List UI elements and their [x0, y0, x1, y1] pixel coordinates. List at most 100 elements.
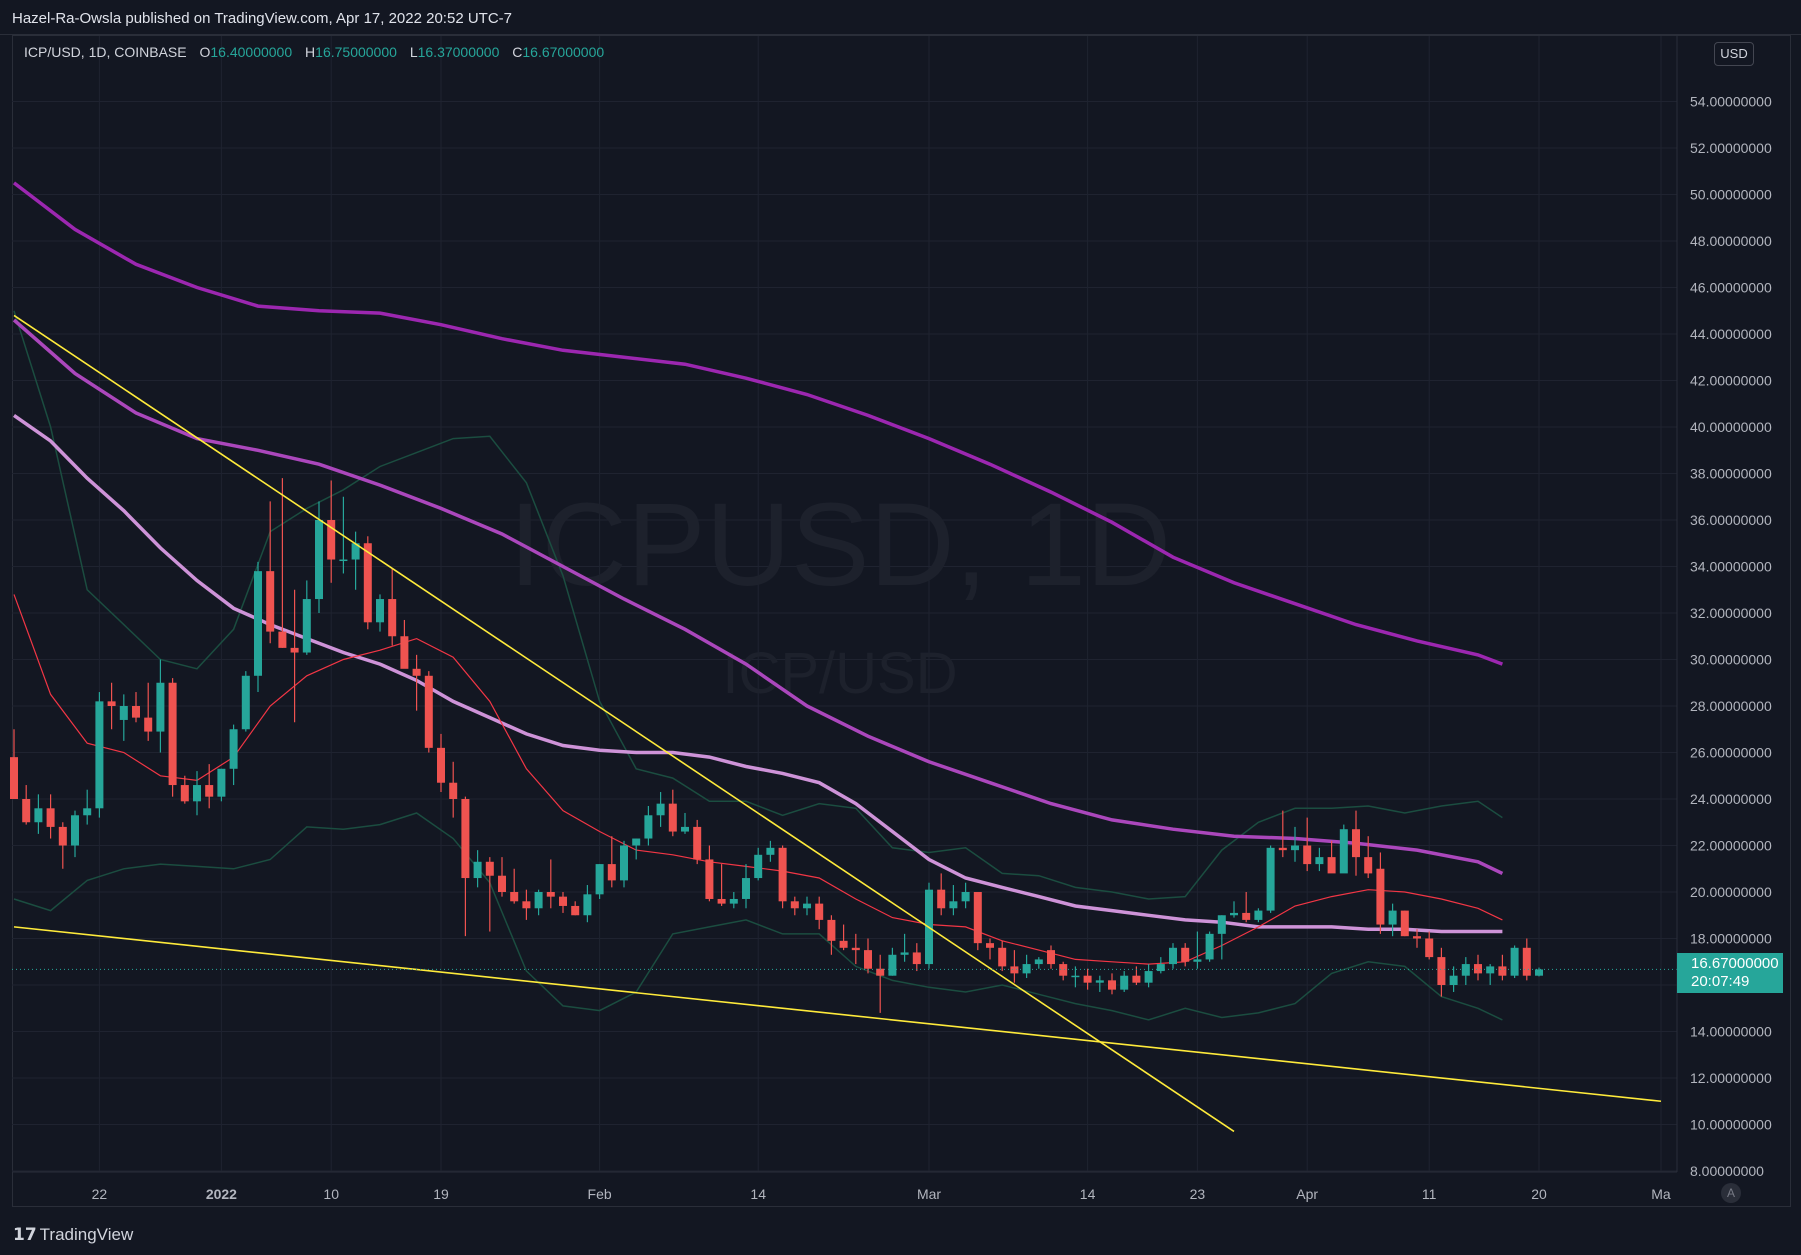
- x-tick-label: 19: [433, 1186, 449, 1202]
- candle-body: [607, 864, 616, 881]
- y-tick-label: 30.00000000: [1690, 652, 1772, 668]
- candle: [656, 792, 665, 827]
- candle: [1388, 903, 1397, 937]
- y-tick-label: 40.00000000: [1690, 419, 1772, 435]
- candle: [205, 764, 214, 809]
- candle: [144, 682, 153, 741]
- candle: [10, 729, 18, 799]
- candle: [58, 822, 67, 869]
- candle-body: [1498, 966, 1507, 976]
- candle: [241, 671, 250, 732]
- candle: [193, 771, 201, 816]
- candle: [876, 954, 885, 1013]
- candle-body: [376, 599, 384, 623]
- candle-body: [83, 808, 92, 816]
- candle: [522, 889, 531, 920]
- candle: [1437, 947, 1446, 997]
- candle: [754, 847, 763, 881]
- candle: [437, 733, 445, 793]
- candle: [1303, 817, 1312, 872]
- x-tick-label: 11: [1422, 1186, 1437, 1202]
- candle-body: [132, 706, 140, 718]
- candle: [107, 682, 116, 730]
- candle-body: [302, 599, 311, 653]
- candle-body: [717, 898, 726, 904]
- y-tick-label: 26.00000000: [1690, 745, 1772, 761]
- candle-body: [1254, 910, 1263, 920]
- candle: [595, 864, 604, 899]
- candle-body: [1047, 950, 1055, 965]
- candle-body: [229, 729, 238, 769]
- candle-body: [1522, 947, 1531, 976]
- candle: [546, 859, 555, 909]
- candle-body: [1425, 938, 1434, 958]
- candle: [95, 692, 104, 818]
- candle: [1083, 968, 1092, 990]
- candle-body: [363, 543, 372, 623]
- candle: [693, 819, 702, 865]
- candle-body: [1193, 959, 1202, 962]
- bb-lower-line: [13, 812, 1503, 1021]
- candle: [571, 901, 580, 916]
- candle: [327, 480, 336, 583]
- candle-body: [437, 747, 445, 783]
- candle: [71, 810, 79, 858]
- time-axis: 22 2022 10 19 Feb 14 Mar 14 23 Apr 11 20 Ma: [12, 1171, 1677, 1202]
- candle-body: [705, 859, 714, 899]
- auto-scale-button[interactable]: A: [1721, 1183, 1741, 1203]
- candle-body: [534, 892, 543, 909]
- candle: [254, 561, 262, 693]
- currency-button[interactable]: USD: [1714, 42, 1754, 66]
- candle: [851, 933, 860, 965]
- candle: [1034, 957, 1043, 969]
- candle: [1510, 945, 1519, 979]
- watermark-symbol: ICPUSD, 1D: [509, 479, 1171, 611]
- candle: [815, 896, 824, 930]
- candle: [778, 845, 787, 909]
- candle: [1535, 967, 1543, 977]
- candle-body: [1339, 829, 1348, 874]
- legend-low-label: L: [409, 44, 418, 60]
- x-tick-label: 14: [1080, 1186, 1096, 1202]
- candle-body: [217, 768, 226, 797]
- x-tick-label: Feb: [588, 1186, 612, 1202]
- y-tick-label: 54.00000000: [1690, 94, 1772, 110]
- y-tick-label: 28.00000000: [1690, 698, 1772, 714]
- y-tick-label: 22.00000000: [1690, 838, 1772, 854]
- grid: [12, 36, 1677, 1172]
- candle: [668, 789, 677, 837]
- candle-body: [742, 878, 750, 899]
- candle: [607, 836, 616, 888]
- symbol-legend[interactable]: ICP/USD, 1D, COINBASE O16.40000000 H16.7…: [24, 44, 604, 60]
- candle-body: [278, 631, 287, 648]
- publisher-text: Hazel-Ra-Owsla published on TradingView.…: [12, 10, 512, 27]
- x-tick-label: 20: [1531, 1186, 1547, 1202]
- candle: [510, 868, 519, 904]
- candle-body: [1108, 980, 1116, 990]
- bollinger-bands: [13, 310, 1503, 1021]
- candle-body: [510, 892, 519, 902]
- candle: [839, 924, 848, 951]
- candle-body: [729, 898, 738, 904]
- candle: [498, 857, 506, 897]
- legend-close-value: 16.67000000: [522, 44, 605, 60]
- candle-body: [107, 701, 116, 706]
- candle-body: [485, 861, 494, 876]
- legend-high-label: H: [305, 44, 316, 60]
- candle: [1522, 938, 1531, 981]
- candle-body: [1242, 912, 1251, 920]
- tradingview-logo[interactable]: 17 TradingView: [13, 1225, 133, 1245]
- candle-body: [1364, 857, 1373, 874]
- candle: [132, 692, 140, 723]
- candle-body: [1010, 966, 1019, 974]
- candle: [1339, 824, 1348, 874]
- y-tick-label: 18.00000000: [1690, 931, 1772, 947]
- candle-body: [1266, 847, 1275, 911]
- chart-frame[interactable]: [12, 35, 1791, 1207]
- candle: [790, 896, 799, 916]
- candle-body: [644, 815, 653, 839]
- candle-body: [205, 785, 214, 797]
- candle-body: [656, 803, 665, 816]
- candle: [1278, 810, 1287, 858]
